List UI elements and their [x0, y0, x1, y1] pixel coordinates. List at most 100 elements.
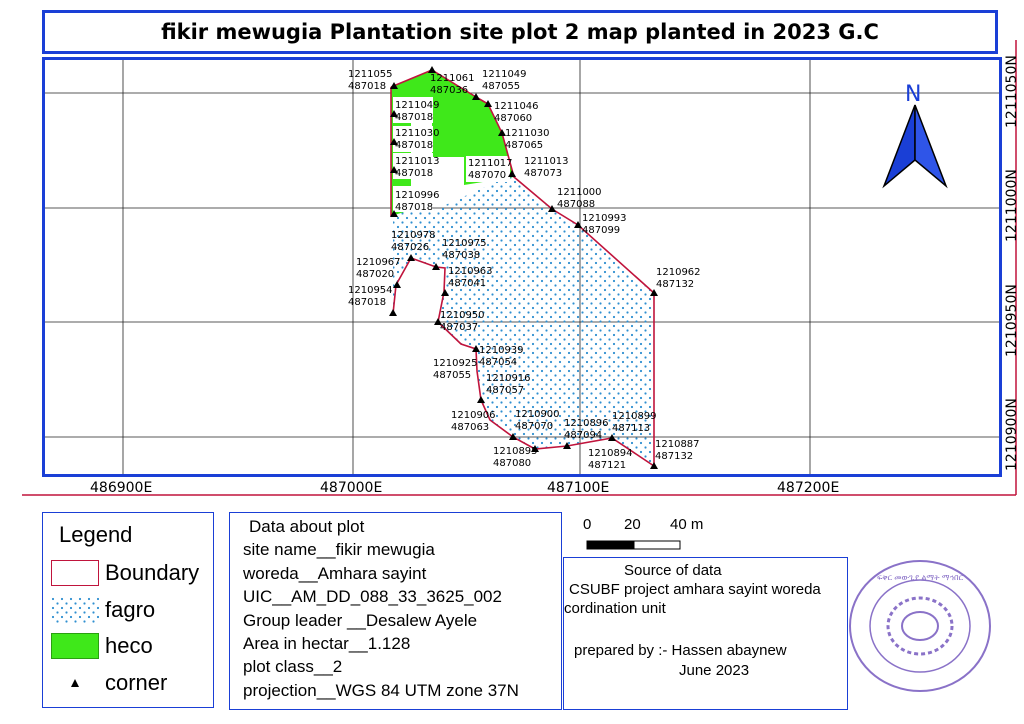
corner-label: 1210975 487038: [442, 238, 487, 261]
plot-data-line: plot class__2: [243, 657, 343, 677]
corner-label: 1211030 487018: [395, 128, 440, 151]
heco-swatch-icon: [51, 633, 99, 659]
legend-box: Legend Boundary fagro heco corner: [42, 512, 214, 708]
grid-label-x: 487100E: [547, 480, 610, 496]
corner-marker: [484, 100, 492, 107]
plot-data-line: Area in hectar__1.128: [243, 634, 411, 654]
legend-item-boundary: Boundary: [51, 560, 199, 586]
legend-item-label: heco: [105, 633, 153, 658]
grid-label-y: 1211050N: [1004, 55, 1020, 128]
plot-data-line: Group leader __Desalew Ayele: [243, 610, 478, 630]
corner-label: 1210894 487121: [588, 448, 633, 471]
prepared-by: prepared by :- Hassen abaynew: [574, 642, 787, 659]
corner-marker: [650, 462, 658, 469]
corner-marker: [407, 254, 415, 261]
scale-tick-label: 20: [624, 516, 641, 533]
corner-marker: [434, 318, 442, 325]
corner-label: 1210939 487054: [479, 345, 524, 368]
corner-marker: [390, 138, 398, 145]
plot-data-heading: Data about plot: [249, 517, 365, 536]
scale-bar: [586, 540, 681, 550]
corner-label: 1211061 487036: [430, 73, 475, 96]
fagro-area: [393, 176, 654, 466]
boundary-line-west: [390, 69, 433, 88]
corner-marker: [428, 66, 436, 73]
corner-label: 1210963 487041: [448, 266, 493, 289]
corner-label: 1211055 487018: [348, 69, 393, 92]
north-arrow-label: N: [905, 82, 921, 107]
corner-marker: [390, 210, 398, 217]
corner-marker: [432, 263, 440, 270]
corner-marker: [389, 309, 397, 316]
corner-label: 1211013 487018: [395, 156, 440, 179]
legend-item-label: Boundary: [105, 560, 200, 585]
grid-label-y: 1210950N: [1004, 284, 1020, 357]
label-gap-3: [393, 153, 433, 179]
corner-label: 1211017 487070: [468, 158, 513, 181]
boundary-swatch-icon: [51, 560, 99, 586]
corner-marker: [563, 442, 571, 449]
plot-data-line: UIC__AM_DD_088_33_3625_002: [243, 587, 502, 607]
corner-swatch-icon: [51, 670, 99, 696]
grid-label-x: 487000E: [320, 480, 383, 496]
prepared-date: June 2023: [679, 662, 750, 679]
corner-label: 1211049 487018: [395, 100, 440, 123]
corner-label: 1210895 487080: [493, 446, 538, 469]
legend-item-corner: corner: [51, 670, 167, 696]
corner-marker: [441, 289, 449, 296]
label-gap-5: [466, 156, 510, 182]
corner-markers: [389, 66, 658, 469]
map-frame: [42, 57, 1002, 477]
corner-label: 1210900 487070: [515, 409, 560, 432]
corner-label: 1211046 487060: [494, 101, 539, 124]
fagro-swatch-icon: [51, 597, 99, 623]
corner-label: 1210950 487037: [440, 310, 485, 333]
corner-label: 1211030 487065: [505, 128, 550, 151]
label-gap-2: [393, 126, 433, 152]
corner-label: 1210954 487018: [348, 285, 393, 308]
corner-label: 1210967 487020: [356, 257, 401, 280]
corner-label: 1210996 487018: [395, 190, 440, 213]
corner-label: 1210925 487055: [433, 358, 478, 381]
scale-tick-label: 0: [583, 516, 592, 533]
plot-data-line: woreda__Amhara sayint: [243, 563, 427, 583]
corner-marker: [508, 170, 516, 177]
corner-label: 1210887 487132: [655, 439, 700, 462]
corner-marker: [390, 110, 398, 117]
corner-label: 1211000 487088: [557, 187, 602, 210]
grid-label-y: 1211000N: [1004, 169, 1020, 242]
corner-label: 1210906 487063: [451, 410, 496, 433]
north-arrow-icon: [882, 104, 948, 189]
corner-marker: [531, 445, 539, 452]
legend-item-heco: heco: [51, 633, 153, 659]
source-heading: Source of data: [624, 562, 722, 579]
corner-marker: [509, 433, 517, 440]
corner-marker: [548, 205, 556, 212]
corner-marker: [390, 82, 398, 89]
source-line: CSUBF project amhara sayint woreda: [569, 581, 821, 598]
stamp-text: ፍቅር መውጊያ ልማት ማኅበር: [876, 573, 964, 582]
map-title: fikir mewugia Plantation site plot 2 map…: [42, 10, 998, 54]
corner-label: 1210916 487057: [486, 373, 531, 396]
official-stamp-icon: [849, 560, 991, 692]
corner-label: 1210978 487026: [391, 230, 436, 253]
grid-label-x: 486900E: [90, 480, 153, 496]
plot-data-box: Data about plot site name__fikir mewugia…: [229, 512, 562, 710]
corner-marker: [472, 345, 480, 352]
grid-label-x: 487200E: [777, 480, 840, 496]
corner-label: 1210993 487099: [582, 213, 627, 236]
corner-marker: [574, 221, 582, 228]
legend-title: Legend: [59, 522, 133, 547]
corner-marker: [498, 129, 506, 136]
legend-item-fagro: fagro: [51, 597, 155, 623]
label-gap-1: [393, 97, 433, 123]
source-box: Source of data CSUBF project amhara sayi…: [563, 557, 848, 710]
source-line: cordination unit: [564, 600, 666, 617]
corner-label: 1210896 487094: [564, 418, 609, 441]
corner-label: 1210899 487113: [612, 411, 657, 434]
label-gap-4: [393, 186, 433, 212]
corner-marker: [477, 396, 485, 403]
grid-label-y: 1210900N: [1004, 398, 1020, 471]
legend-item-label: fagro: [105, 597, 156, 622]
